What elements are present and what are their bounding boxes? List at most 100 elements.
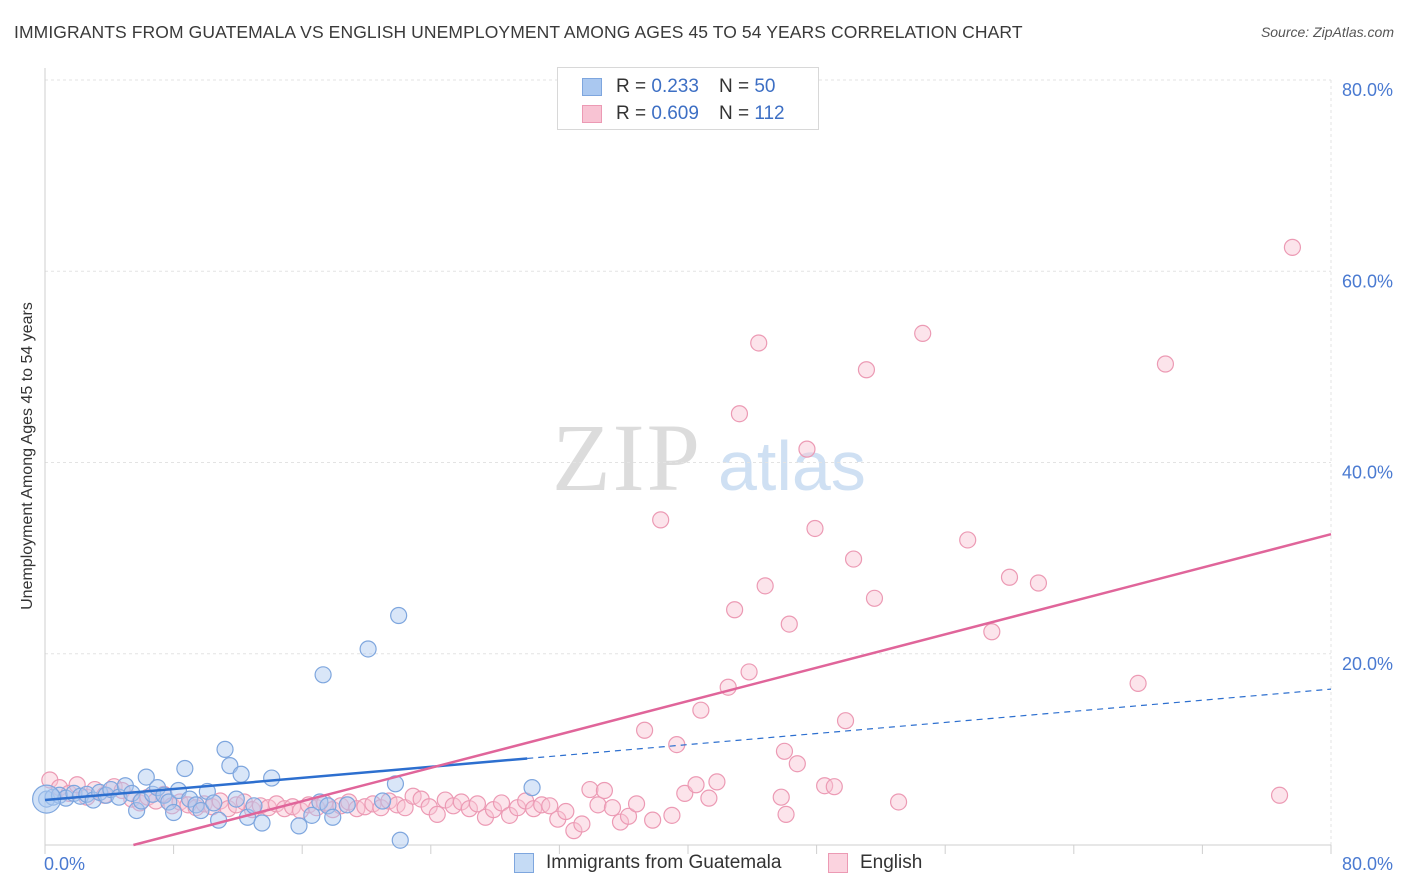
legend-n-value: 50 — [754, 76, 776, 97]
series-guatemala — [32, 606, 541, 849]
point-english-92 — [775, 742, 794, 760]
legend-r-label: R = — [616, 103, 647, 124]
series-english — [41, 238, 1302, 840]
point-english-87 — [750, 334, 768, 352]
gridlines — [45, 79, 1332, 845]
axes — [44, 68, 1332, 854]
point-guatemala-14 — [128, 801, 146, 820]
point-english-68 — [595, 781, 614, 800]
legend-swatch-guatemala — [514, 853, 534, 873]
point-english-94 — [798, 440, 816, 458]
source-attribution: Source: ZipAtlas.com — [1260, 24, 1394, 40]
point-english-109 — [1156, 355, 1175, 373]
point-guatemala-41 — [314, 666, 332, 684]
y-tick-label-20: 20.0% — [1342, 654, 1393, 674]
point-guatemala-45 — [359, 640, 377, 658]
point-english-41 — [380, 792, 398, 810]
point-english-73 — [635, 721, 654, 739]
point-english-55 — [492, 794, 511, 812]
trendline-guatemala-extension — [527, 688, 1332, 760]
point-english-61 — [541, 797, 559, 815]
point-english-97 — [825, 778, 843, 796]
point-english-76 — [663, 806, 681, 824]
legend-swatch-guatemala — [582, 78, 602, 96]
point-english-111 — [1283, 238, 1302, 256]
point-english-65 — [573, 815, 591, 833]
point-guatemala-26 — [192, 801, 210, 820]
point-english-52 — [468, 795, 487, 813]
legend-r-label: R = — [616, 76, 647, 97]
trendline-english — [133, 533, 1332, 847]
point-english-103 — [914, 324, 932, 343]
point-guatemala-48 — [390, 606, 408, 625]
point-guatemala-36 — [253, 814, 271, 832]
point-guatemala-32 — [227, 790, 245, 808]
point-guatemala-50 — [523, 779, 541, 797]
point-english-71 — [619, 807, 638, 825]
legend-swatch-english — [828, 853, 848, 873]
point-english-81 — [700, 789, 718, 807]
point-english-86 — [740, 663, 758, 681]
point-english-85 — [730, 405, 749, 423]
point-guatemala-46 — [373, 792, 392, 810]
point-english-63 — [557, 802, 575, 821]
point-english-72 — [627, 795, 646, 813]
point-english-66 — [581, 780, 599, 799]
y-tick-label-80: 80.0% — [1342, 80, 1393, 100]
point-english-69 — [603, 799, 622, 817]
point-english-47 — [428, 805, 446, 824]
legend-r-value: 0.233 — [651, 76, 699, 97]
point-english-67 — [589, 796, 607, 814]
point-guatemala-20 — [160, 793, 178, 811]
point-guatemala-23 — [176, 759, 194, 778]
point-english-79 — [687, 776, 705, 794]
point-guatemala-16 — [137, 768, 155, 786]
point-guatemala-28 — [205, 794, 223, 812]
point-english-82 — [708, 773, 726, 791]
point-english-93 — [788, 755, 806, 773]
point-english-101 — [865, 589, 884, 607]
point-guatemala-6 — [78, 785, 96, 803]
y-tick-label-40: 40.0% — [1342, 463, 1393, 483]
legend-label-english: English — [860, 852, 923, 873]
legend-label-guatemala: Immigrants from Guatemala — [546, 852, 782, 873]
point-guatemala-49 — [391, 831, 409, 849]
point-guatemala-21 — [165, 803, 183, 822]
point-english-108 — [1129, 674, 1147, 692]
watermark: ZIP atlas — [552, 404, 866, 511]
point-english-107 — [1029, 574, 1048, 592]
legend-item-english[interactable]: English — [828, 852, 922, 874]
point-english-90 — [780, 615, 798, 633]
trendlines — [44, 533, 1332, 847]
point-english-74 — [644, 811, 662, 829]
point-guatemala-44 — [338, 796, 356, 814]
point-english-95 — [806, 519, 824, 538]
y-tick-label-60: 60.0% — [1342, 271, 1393, 291]
watermark-atlas: atlas — [718, 427, 866, 505]
point-guatemala-39 — [303, 806, 321, 824]
series-legend: Immigrants from Guatemala English — [0, 852, 1406, 878]
watermark-zip: ZIP — [552, 404, 702, 511]
point-english-51 — [460, 800, 478, 818]
point-english-89 — [772, 788, 790, 806]
point-english-99 — [844, 550, 863, 568]
point-english-98 — [836, 712, 855, 730]
point-english-104 — [959, 531, 977, 549]
legend-n-value: 112 — [754, 103, 785, 124]
point-guatemala-43 — [324, 808, 342, 826]
point-english-88 — [756, 577, 774, 595]
point-english-110 — [1270, 786, 1289, 804]
legend-n-label: N = — [718, 76, 750, 97]
legend-row-english: R = 0.609 N = 112 — [582, 101, 785, 127]
point-guatemala-37 — [263, 769, 281, 787]
legend-item-guatemala[interactable]: Immigrants from Guatemala — [514, 852, 781, 874]
point-english-80 — [692, 701, 710, 719]
tick-labels: 20.0% 40.0% 60.0% 80.0% 0.0% 80.0% — [44, 80, 1393, 874]
legend-swatch-english — [582, 105, 602, 123]
point-english-100 — [857, 361, 876, 379]
point-guatemala-29 — [210, 811, 228, 829]
point-guatemala-24 — [181, 790, 199, 808]
point-english-106 — [1000, 568, 1019, 586]
y-axis-label: Unemployment Among Ages 45 to 54 years — [19, 302, 36, 610]
legend-n-label: N = — [718, 103, 750, 124]
